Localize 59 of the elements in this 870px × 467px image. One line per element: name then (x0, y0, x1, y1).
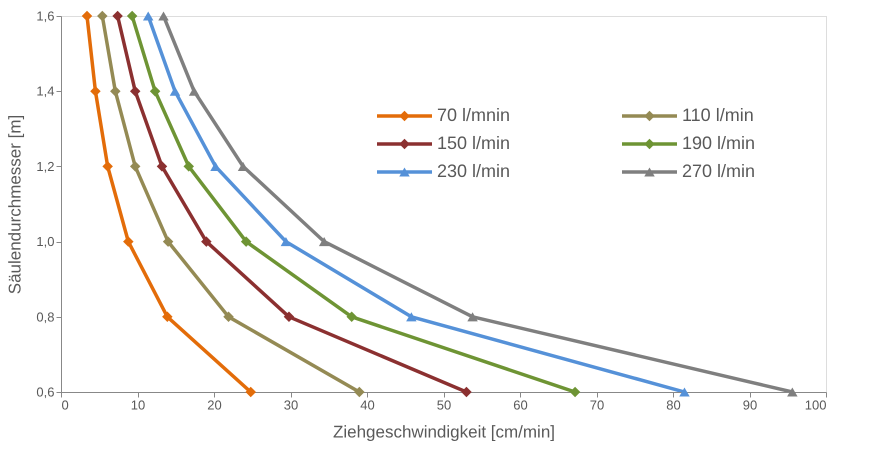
x-tick-label: 20 (207, 398, 222, 412)
point (679, 387, 690, 397)
point (158, 11, 169, 21)
point (90, 86, 101, 96)
point (201, 236, 212, 247)
point (162, 236, 174, 247)
y-tick-label: 1,2 (36, 158, 54, 174)
point (570, 386, 580, 398)
x-tick-label: 50 (436, 398, 452, 412)
point (123, 236, 134, 247)
y-tick-label: 0,6 (36, 384, 54, 400)
point (184, 161, 194, 172)
point (156, 161, 168, 172)
y-tick-label: 1,4 (36, 84, 54, 99)
point (280, 237, 292, 246)
point (406, 312, 417, 322)
legend-label: 70 l/mnin (437, 105, 510, 125)
point (240, 236, 252, 247)
x-tick-label: 0 (62, 398, 69, 412)
x-tick-label: 70 (590, 398, 604, 412)
point (188, 86, 200, 96)
point (102, 161, 113, 172)
point (150, 86, 160, 96)
x-tick-label: 60 (513, 398, 528, 412)
point (787, 387, 798, 397)
point (97, 10, 108, 22)
x-tick-label: 100 (804, 398, 826, 412)
y-tick-label: 1,0 (36, 234, 54, 250)
x-tick-label: 30 (284, 398, 298, 412)
point (284, 312, 294, 322)
y-tick-label: 1,6 (36, 8, 54, 24)
point (346, 312, 357, 322)
x-tick-label: 80 (666, 398, 681, 412)
x-tick-label: 90 (742, 398, 758, 412)
x-tick-label: 40 (360, 398, 375, 412)
point (142, 11, 154, 21)
point (245, 386, 256, 398)
point (130, 86, 140, 96)
y-axis-title: Säulendurchmesser [m] (5, 114, 24, 294)
point (467, 312, 478, 322)
legend-label: 110 l/min (682, 105, 754, 125)
legend-label: 190 l/min (682, 133, 756, 153)
legend-label: 270 l/min (682, 161, 756, 181)
point (354, 386, 365, 398)
legend-label: 230 l/min (437, 161, 510, 181)
point (110, 86, 121, 96)
point (126, 10, 138, 22)
point (82, 10, 92, 22)
point (223, 312, 234, 322)
legend-label: 150 l/min (437, 133, 510, 153)
point (170, 86, 180, 96)
point (112, 10, 123, 22)
y-tick-label: 0,8 (36, 309, 54, 324)
point (318, 237, 330, 246)
point (162, 312, 173, 322)
x-tick-label: 10 (130, 398, 146, 412)
x-axis-title: Ziehgeschwindigkeit [cm/min] (332, 422, 556, 442)
point (130, 161, 140, 172)
point (461, 386, 472, 398)
